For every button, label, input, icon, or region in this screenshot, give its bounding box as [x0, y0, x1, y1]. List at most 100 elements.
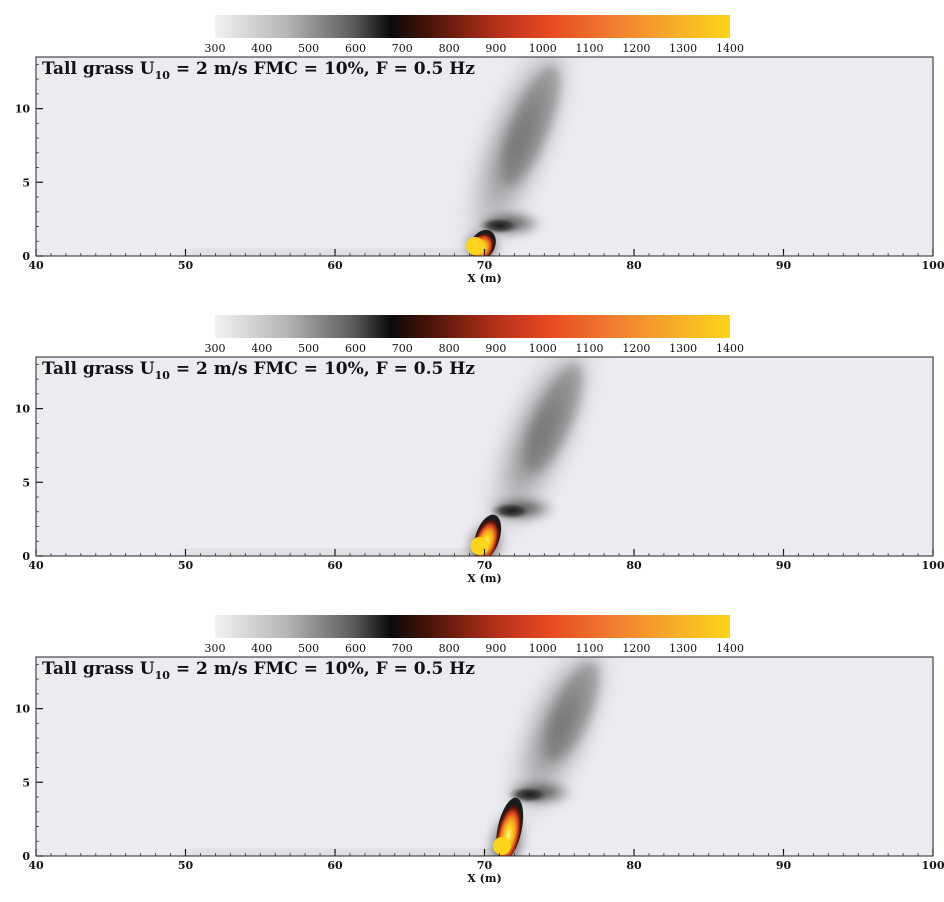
- y-tick-label: 0: [22, 250, 30, 263]
- flame-base: [492, 837, 511, 855]
- y-tick-label: 10: [15, 403, 31, 416]
- x-tick-label: 40: [28, 259, 44, 272]
- colorbar-tick-label: 1200: [622, 642, 650, 655]
- x-tick-label: 40: [28, 859, 44, 872]
- temperature-field: [185, 357, 602, 556]
- plume-core: [545, 661, 600, 761]
- x-axis-label: X (m): [467, 272, 501, 285]
- y-tick-label: 0: [22, 550, 30, 563]
- colorbar-tick-label: 900: [485, 342, 506, 355]
- colorbar-tick-label: 700: [392, 642, 413, 655]
- colorbar-tick-label: 1100: [576, 342, 604, 355]
- colorbar-tick-label: 1400: [716, 642, 744, 655]
- ground-band: [185, 850, 504, 856]
- x-tick-label: 100: [922, 559, 944, 572]
- x-tick-label: 70: [477, 859, 493, 872]
- colorbar-tick-label: 800: [439, 342, 460, 355]
- colorbar-tick-label: 1300: [669, 42, 697, 55]
- colorbar-tick-label: 900: [485, 642, 506, 655]
- colorbar-tick-label: 700: [392, 42, 413, 55]
- colorbar-tick-label: 1100: [576, 642, 604, 655]
- plume-core: [502, 65, 560, 186]
- colorbar-tick-label: 1400: [716, 42, 744, 55]
- ground-band: [185, 250, 478, 256]
- colorbar-tick-label: 500: [298, 642, 319, 655]
- x-tick-label: 60: [327, 259, 343, 272]
- colorbar-tick-label: 500: [298, 42, 319, 55]
- y-tick-label: 0: [22, 850, 30, 863]
- colorbar-tick-label: 800: [439, 642, 460, 655]
- title-pre: Tall grass U: [42, 59, 155, 79]
- x-tick-label: 50: [178, 559, 194, 572]
- colorbar-tick-label: 900: [485, 42, 506, 55]
- colorbar-tick-label: 700: [392, 342, 413, 355]
- title-subscript: 10: [155, 669, 171, 682]
- ground-band: [185, 550, 482, 556]
- y-tick-label: 10: [15, 703, 31, 716]
- colorbar-tick-label: 500: [298, 342, 319, 355]
- x-tick-label: 40: [28, 559, 44, 572]
- colorbar: [215, 615, 730, 638]
- colorbar: [215, 315, 730, 338]
- colorbar-tick-label: 400: [251, 42, 272, 55]
- y-tick-label: 10: [15, 103, 31, 116]
- colorbar: [215, 15, 730, 38]
- title-subscript: 10: [155, 369, 171, 382]
- title-post: = 2 m/s FMC = 10%, F = 0.5 Hz: [170, 659, 475, 679]
- colorbar-tick-label: 1300: [669, 342, 697, 355]
- panel-2: 300 400 500 600 700 800 900 1000 1100 1200 1300 140…: [15, 315, 944, 585]
- x-tick-label: 80: [626, 259, 642, 272]
- x-tick-label: 50: [178, 859, 194, 872]
- x-tick-label: 100: [922, 859, 944, 872]
- temperature-field: [185, 657, 617, 856]
- temperature-field: [185, 57, 580, 256]
- x-tick-label: 80: [626, 559, 642, 572]
- panel-title: Tall grass U10 = 2 m/s FMC = 10%, F = 0.…: [42, 59, 475, 82]
- x-tick-label: 100: [922, 259, 944, 272]
- flame-base: [466, 237, 485, 255]
- x-tick-label: 90: [776, 559, 792, 572]
- panel-title: Tall grass U10 = 2 m/s FMC = 10%, F = 0.…: [42, 359, 475, 382]
- x-tick-label: 90: [776, 259, 792, 272]
- colorbar-tick-label: 1000: [529, 642, 557, 655]
- colorbar-tick-label: 1200: [622, 42, 650, 55]
- colorbar-tick-label: 1400: [716, 342, 744, 355]
- colorbar-tick-label: 1300: [669, 642, 697, 655]
- x-tick-label: 60: [327, 559, 343, 572]
- colorbar-tick-label: 1000: [529, 342, 557, 355]
- y-tick-label: 5: [22, 476, 30, 489]
- title-subscript: 10: [155, 69, 171, 82]
- plume-core: [525, 363, 583, 474]
- title-pre: Tall grass U: [42, 659, 155, 679]
- x-tick-label: 80: [626, 859, 642, 872]
- colorbar-tick-label: 300: [205, 42, 226, 55]
- colorbar-tick-label: 300: [205, 642, 226, 655]
- plot-area: [36, 657, 933, 856]
- colorbar-tick-label: 1100: [576, 42, 604, 55]
- flame-base: [470, 537, 489, 555]
- x-tick-label: 70: [477, 559, 493, 572]
- colorbar-tick-label: 600: [345, 42, 366, 55]
- x-tick-label: 60: [327, 859, 343, 872]
- flame-tip: [489, 501, 534, 520]
- colorbar-tick-label: 600: [345, 642, 366, 655]
- x-axis-label: X (m): [467, 572, 501, 585]
- panel-title: Tall grass U10 = 2 m/s FMC = 10%, F = 0.…: [42, 659, 475, 682]
- panel-3: 300 400 500 600 700 800 900 1000 1100 1200 1300 140…: [15, 615, 944, 885]
- y-tick-label: 5: [22, 176, 30, 189]
- title-pre: Tall grass U: [42, 359, 155, 379]
- colorbar-tick-label: 300: [205, 342, 226, 355]
- x-tick-label: 50: [178, 259, 194, 272]
- x-axis-label: X (m): [467, 872, 501, 885]
- colorbar-tick-label: 1200: [622, 342, 650, 355]
- colorbar-tick-label: 400: [251, 342, 272, 355]
- colorbar-tick-label: 1000: [529, 42, 557, 55]
- colorbar-tick-label: 600: [345, 342, 366, 355]
- panel-1: 300 400 500 600 700 800 900 1000 1100 1200 1300 140…: [15, 15, 944, 285]
- x-tick-label: 70: [477, 259, 493, 272]
- colorbar-tick-label: 800: [439, 42, 460, 55]
- title-post: = 2 m/s FMC = 10%, F = 0.5 Hz: [170, 359, 475, 379]
- x-tick-label: 90: [776, 859, 792, 872]
